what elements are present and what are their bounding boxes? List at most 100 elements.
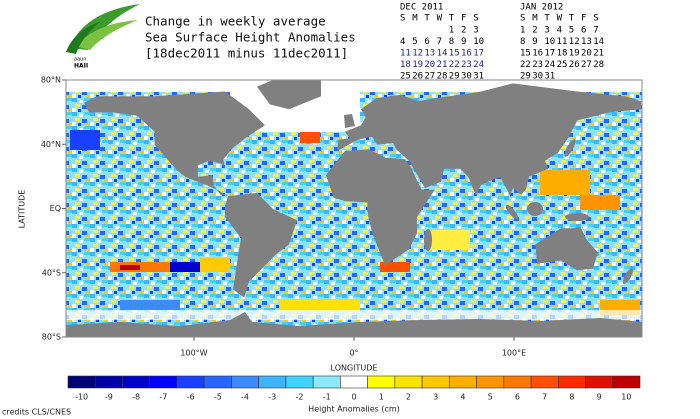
calendar-day: 30 xyxy=(532,72,543,82)
calendar-day: 24 xyxy=(473,60,484,70)
x-tick-label: 100°W xyxy=(180,349,207,358)
colorbar-label: -1 xyxy=(323,393,331,402)
colorbar-label: -5 xyxy=(214,393,222,402)
calendar-day: 21 xyxy=(593,49,604,59)
colorbar-label: 9 xyxy=(597,393,602,402)
colorbar-label: 0 xyxy=(351,393,356,402)
colorbar-title: Height Anomalies (cm) xyxy=(308,405,400,414)
weekday: T xyxy=(449,14,455,24)
colorbar-swatch xyxy=(176,375,205,389)
calendar-day: 18 xyxy=(557,49,568,59)
weekday: M xyxy=(532,14,538,24)
calendar-day: 25 xyxy=(400,72,411,82)
calendar-day: 31 xyxy=(544,72,555,82)
calendar-day: 20 xyxy=(424,60,435,70)
colorbar-label: 2 xyxy=(406,393,411,402)
calendar-day: 30 xyxy=(461,72,472,82)
colorbar-swatch xyxy=(557,375,586,389)
calendar-day: 15 xyxy=(520,49,531,59)
title-line: Sea Surface Height Anomalies xyxy=(145,30,356,45)
colorbar-swatch xyxy=(231,375,259,389)
calendar-day: 5 xyxy=(412,37,417,47)
calendar-day: 27 xyxy=(581,60,592,70)
calendar-day: 26 xyxy=(412,72,423,82)
calendar-day: 8 xyxy=(449,37,454,47)
calendar-day: 26 xyxy=(569,60,580,70)
x-tick-label: 100°E xyxy=(502,349,526,358)
calendar-day: 2 xyxy=(532,26,537,36)
calendar-day: 22 xyxy=(520,60,531,70)
colorbar-swatch xyxy=(67,375,96,389)
calendar-day: 19 xyxy=(412,60,423,70)
colorbar-label: -8 xyxy=(132,393,140,402)
colorbar-swatch xyxy=(394,375,423,389)
colorbar-swatch xyxy=(530,375,559,389)
colorbar-swatch xyxy=(476,375,505,389)
calendar-day: 6 xyxy=(424,37,429,47)
calendar-day: 12 xyxy=(569,37,580,47)
weekday: W xyxy=(557,14,563,24)
x-tick-label: 0° xyxy=(349,349,358,358)
calendar-day: 28 xyxy=(437,72,448,82)
title-line: [18dec2011 minus 11dec2011] xyxy=(145,46,348,61)
colorbar-label: 10 xyxy=(621,393,631,402)
calendar-title: JAN 2012 xyxy=(520,3,563,13)
calendar-day: 13 xyxy=(424,49,435,59)
colorbar-swatch xyxy=(312,375,341,389)
calendar-day: 9 xyxy=(461,37,466,47)
calendar-day: 31 xyxy=(473,72,484,82)
calendar-day: 4 xyxy=(400,37,405,47)
weekday: S xyxy=(400,14,405,24)
colorbar-label: -2 xyxy=(296,393,304,402)
calendar-day: 19 xyxy=(569,49,580,59)
calendar-day: 3 xyxy=(544,26,549,36)
colorbar-swatch xyxy=(449,375,477,389)
calendar-day: 21 xyxy=(437,60,448,70)
calendar-day: 2 xyxy=(461,26,466,36)
calendar-day: 25 xyxy=(557,60,568,70)
calendar-day: 28 xyxy=(593,60,604,70)
colorbar-label: 6 xyxy=(515,393,520,402)
colorbar-swatch xyxy=(421,375,450,389)
calendar-day: 7 xyxy=(593,26,598,36)
colorbar-label: 8 xyxy=(569,393,574,402)
logo-text: HAII xyxy=(74,63,88,70)
colorbar-swatch xyxy=(340,375,368,389)
calendar-day: 12 xyxy=(412,49,423,59)
calendar-day: 7 xyxy=(437,37,442,47)
colorbar-label: 7 xyxy=(542,393,547,402)
colorbar-label: 4 xyxy=(460,393,465,402)
colorbar-swatch xyxy=(367,375,396,389)
colorbar-label: -4 xyxy=(241,393,249,402)
colorbar-swatch xyxy=(122,375,151,389)
weekday: S xyxy=(520,14,525,24)
x-axis-label: LONGITUDE xyxy=(331,364,378,373)
y-tick-label: 40°S xyxy=(42,268,61,277)
colorbar-swatch xyxy=(203,375,232,389)
calendar-day: 13 xyxy=(581,37,592,47)
calendar-day: 23 xyxy=(532,60,543,70)
logo-text: aaun xyxy=(74,57,86,63)
calendar-day: 23 xyxy=(461,60,472,70)
y-axis-label: LATITUDE xyxy=(18,190,27,229)
calendar-day: 11 xyxy=(557,37,568,47)
map xyxy=(65,79,643,338)
colorbar-label: 1 xyxy=(379,393,384,402)
weekday: S xyxy=(473,14,478,24)
weekday: F xyxy=(461,14,466,24)
colorbar-label: -9 xyxy=(105,393,113,402)
weekday: F xyxy=(581,14,586,24)
calendar-day: 17 xyxy=(544,49,555,59)
calendar-day: 24 xyxy=(544,60,555,70)
colorbar-label: 5 xyxy=(488,393,493,402)
calendar-day: 9 xyxy=(532,37,537,47)
calendar-day: 6 xyxy=(581,26,586,36)
colorbar-label: -6 xyxy=(187,393,195,402)
calendar-day: 27 xyxy=(424,72,435,82)
calendar-day: 5 xyxy=(569,26,574,36)
calendar-day: 22 xyxy=(449,60,460,70)
y-tick-label: 80°S xyxy=(42,333,61,342)
calendar-day: 1 xyxy=(520,26,525,36)
colorbar-swatch xyxy=(149,375,178,389)
